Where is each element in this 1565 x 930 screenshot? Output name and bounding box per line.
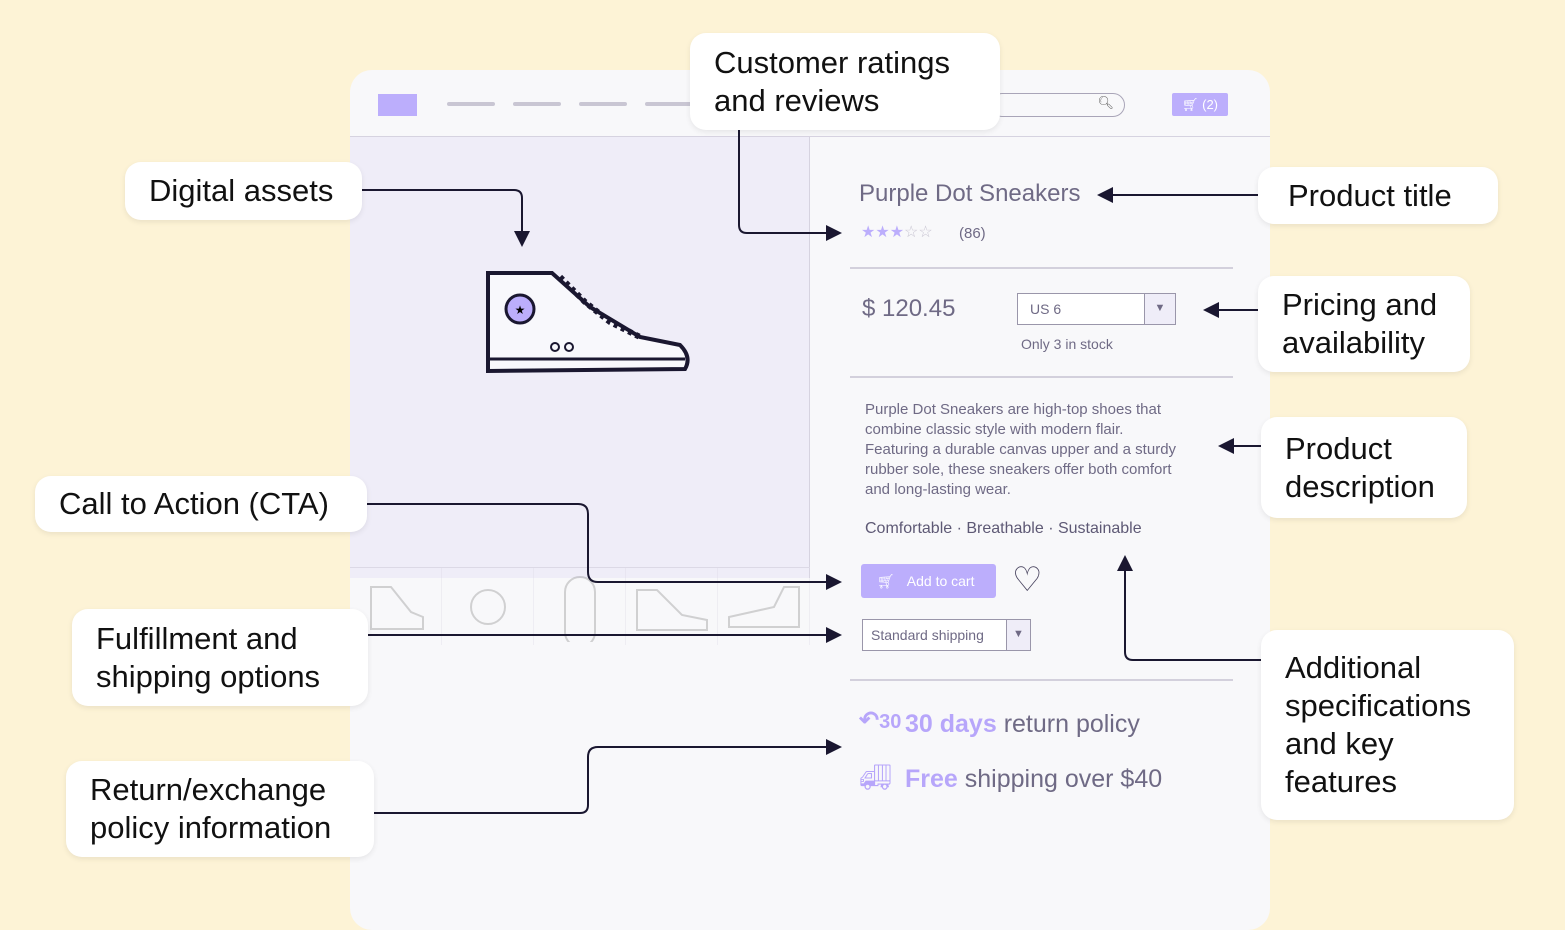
star-empty-icon: ☆☆ — [904, 224, 933, 241]
stock-status: Only 3 in stock — [1021, 336, 1113, 352]
add-to-cart-button[interactable]: 🛒︎ Add to cart — [861, 564, 996, 598]
logo[interactable] — [378, 94, 417, 116]
thumbnail[interactable] — [626, 568, 718, 645]
product-description: Purple Dot Sneakers are high-top shoes t… — [865, 401, 1177, 498]
shipping-select[interactable]: Standard shipping ▼ — [862, 619, 1031, 651]
cart-count: (2) — [1202, 97, 1219, 112]
chevron-down-icon: ▼ — [1006, 620, 1030, 650]
arrow-cta — [367, 503, 842, 590]
divider — [850, 376, 1233, 378]
callout-specs: Additional specifications and key featur… — [1261, 630, 1514, 820]
cart-icon: 🛒︎ — [877, 573, 895, 589]
thumbnail[interactable] — [350, 568, 442, 645]
sneaker-icon: ★ — [486, 271, 690, 374]
return-icon: ↶30 — [859, 707, 902, 734]
svg-text:★: ★ — [515, 303, 526, 317]
cart-button[interactable]: 🛒︎ (2) — [1172, 93, 1228, 116]
star-rating[interactable]: ★★★☆☆ — [861, 222, 933, 242]
site-header: 🔍︎ 🛒︎ (2) — [350, 70, 1270, 137]
arrow-specs — [1117, 555, 1261, 661]
return-policy[interactable]: 30 days return policy — [905, 710, 1140, 738]
nav-item[interactable] — [513, 102, 561, 106]
nav-item[interactable] — [447, 102, 495, 106]
arrow-assets — [362, 189, 530, 247]
callout-returns: Return/exchange policy information — [66, 761, 374, 857]
review-count[interactable]: (86) — [959, 225, 986, 242]
price: $ 120.45 — [862, 295, 956, 322]
cart-icon: 🛒︎ — [1181, 97, 1199, 112]
callout-ratings: Customer ratings and reviews — [690, 33, 1000, 130]
wishlist-heart-icon[interactable]: ♡ — [1012, 561, 1043, 599]
product-title: Purple Dot Sneakers — [859, 180, 1081, 207]
product-page-mockup: 🔍︎ 🛒︎ (2) ★ Purple Dot Sneakers ★★★☆☆ (8… — [350, 70, 1270, 930]
callout-assets: Digital assets — [125, 162, 362, 220]
callout-cta: Call to Action (CTA) — [35, 476, 367, 532]
nav-item[interactable] — [579, 102, 627, 106]
divider — [850, 267, 1233, 269]
thumbnail[interactable] — [442, 568, 534, 645]
nav-item[interactable] — [645, 102, 693, 106]
shipping-offer[interactable]: Free shipping over $40 — [905, 765, 1163, 793]
star-filled-icon: ★★★ — [861, 224, 905, 241]
truck-icon: 🚚︎ — [859, 762, 893, 792]
callout-pricing: Pricing and availability — [1258, 276, 1470, 372]
thumbnail-strip — [350, 567, 810, 645]
key-features: Comfortable · Breathable · Sustainable — [865, 520, 1142, 537]
callout-title: Product title — [1258, 167, 1498, 224]
search-icon: 🔍︎ — [1097, 95, 1114, 110]
size-select[interactable]: US 6 ▼ — [1017, 293, 1176, 325]
divider — [850, 679, 1233, 681]
arrow-returns — [374, 739, 842, 814]
callout-description: Product description — [1261, 417, 1467, 518]
size-select-value: US 6 — [1030, 301, 1062, 317]
shipping-select-value: Standard shipping — [871, 627, 984, 643]
chevron-down-icon: ▼ — [1144, 294, 1175, 324]
thumbnail[interactable] — [718, 568, 810, 645]
thumbnail[interactable] — [534, 568, 626, 645]
callout-fulfillment: Fulfillment and shipping options — [72, 609, 368, 706]
arrow-ratings — [738, 130, 842, 241]
